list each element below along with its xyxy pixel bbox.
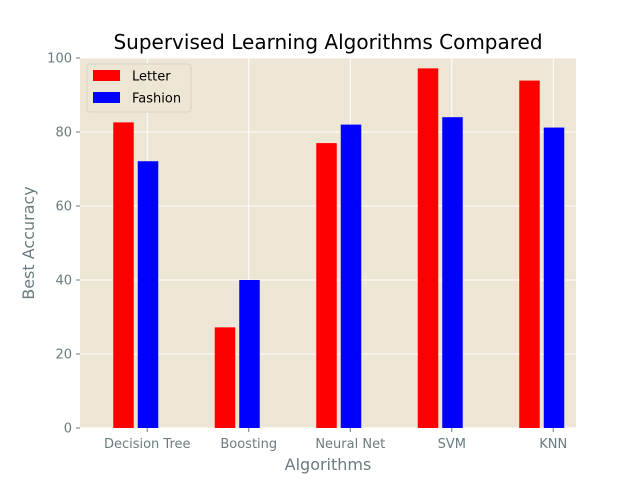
- legend-swatch-letter: [93, 70, 120, 81]
- x-axis-label: Algorithms: [285, 455, 372, 474]
- legend-label-fashion: Fashion: [132, 92, 181, 107]
- y-tick-label-4: 80: [55, 126, 72, 141]
- x-tick-label-4: KNN: [539, 437, 567, 452]
- bar-fashion-2: [340, 124, 362, 428]
- x-tick-label-0: Decision Tree: [104, 437, 191, 452]
- bars: [113, 68, 565, 429]
- x-tick-label-1: Boosting: [220, 437, 277, 452]
- y-tick-label-2: 40: [55, 274, 72, 289]
- y-tick-label-1: 20: [55, 348, 72, 363]
- y-tick-label-5: 100: [47, 52, 72, 67]
- y-tick-label-3: 60: [55, 200, 72, 215]
- bar-letter-3: [417, 68, 439, 429]
- bar-fashion-0: [137, 161, 159, 429]
- bar-letter-0: [113, 122, 134, 428]
- x-axis-ticks: Decision Tree Boosting Neural Net SVM KNN: [104, 428, 567, 452]
- bar-letter-1: [214, 327, 236, 428]
- bar-fashion-3: [442, 117, 463, 428]
- x-tick-label-2: Neural Net: [315, 437, 385, 452]
- y-axis-ticks: 0 20 40 60 80 100: [47, 52, 80, 437]
- y-axis-label: Best Accuracy: [19, 186, 38, 300]
- legend-label-letter: Letter: [132, 70, 171, 85]
- x-tick-label-3: SVM: [438, 437, 466, 452]
- bar-fashion-4: [543, 127, 565, 428]
- legend-swatch-fashion: [93, 92, 120, 103]
- legend: Letter Fashion: [86, 63, 192, 113]
- bar-letter-2: [316, 143, 337, 428]
- bar-letter-4: [519, 80, 540, 428]
- y-tick-label-0: 0: [64, 422, 72, 437]
- bar-fashion-1: [239, 280, 260, 428]
- chart-title: Supervised Learning Algorithms Compared: [113, 30, 542, 54]
